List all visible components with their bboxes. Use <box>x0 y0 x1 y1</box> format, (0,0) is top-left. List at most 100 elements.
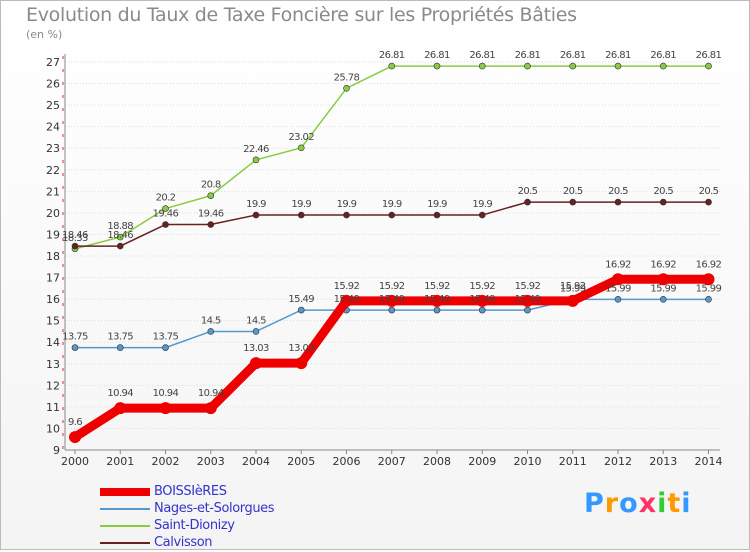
data-label-saint-dionizy-2009: 26.81 <box>469 50 495 61</box>
point-calvisson-2001 <box>116 242 124 250</box>
data-label-calvisson-2009: 19.9 <box>472 199 492 210</box>
y-tick-label-26: 26 <box>46 78 60 91</box>
x-tick-label-2011: 2011 <box>559 455 587 468</box>
data-label-nages-et-solorgues-2014: 15.99 <box>696 283 722 294</box>
point-saint-dionizy-2012 <box>614 62 622 70</box>
point-saint-dionizy-2007 <box>388 62 396 70</box>
series-lines <box>69 62 715 444</box>
data-label-saint-dionizy-2012: 26.81 <box>605 50 631 61</box>
proxiti-logo: Proxiti <box>584 488 692 519</box>
data-label-calvisson-2006: 19.9 <box>337 199 357 210</box>
data-label-calvisson-2008: 19.9 <box>427 199 447 210</box>
x-tick-label-2014: 2014 <box>695 455 723 468</box>
data-label-nages-et-solorgues-2002: 13.75 <box>153 332 179 343</box>
logo-letter: r <box>604 488 620 519</box>
point-saint-dionizy-2003 <box>207 192 215 199</box>
point-calvisson-2013 <box>659 198 667 206</box>
point-nages-et-solorgues-2013 <box>659 296 667 303</box>
logo-letter: i <box>657 488 668 519</box>
point-calvisson-2014 <box>705 198 712 206</box>
y-tick-label-10: 10 <box>46 422 60 435</box>
point-nages-et-solorgues-2007 <box>388 306 396 314</box>
point-nages-et-solorgues-2012 <box>614 296 622 303</box>
data-label-boissieres-2007: 15.92 <box>379 281 405 292</box>
point-saint-dionizy-2006 <box>343 84 350 92</box>
legend-swatch-saint-dionizy <box>100 525 150 527</box>
data-label-saint-dionizy-2001: 18.88 <box>107 221 133 232</box>
legend-label-boissieres: BOISSIèRES <box>154 484 227 499</box>
point-saint-dionizy-2008 <box>433 62 441 70</box>
point-nages-et-solorgues-2009 <box>478 306 486 314</box>
data-label-calvisson-2003: 19.46 <box>198 209 224 220</box>
y-tick-label-13: 13 <box>46 358 60 371</box>
point-nages-et-solorgues-2000 <box>71 344 79 351</box>
y-tick-label-21: 21 <box>46 185 60 198</box>
point-calvisson-2006 <box>343 211 350 219</box>
point-nages-et-solorgues-2004 <box>252 328 260 335</box>
y-tick-label-16: 16 <box>46 293 60 306</box>
data-label-boissieres-2008: 15.92 <box>424 281 450 292</box>
x-tick-label-2010: 2010 <box>514 455 542 468</box>
data-label-calvisson-2000: 18.46 <box>62 230 88 241</box>
point-boissieres-2006 <box>340 294 353 307</box>
data-label-boissieres-2002: 10.94 <box>153 388 179 399</box>
data-label-nages-et-solorgues-2013: 15.99 <box>650 283 676 294</box>
point-boissieres-2013 <box>657 273 670 286</box>
logo-letter: x <box>638 488 658 519</box>
series-line-saint-dionizy <box>74 65 710 250</box>
y-tick-label-17: 17 <box>46 272 60 285</box>
y-tick-label-19: 19 <box>46 228 60 241</box>
data-label-saint-dionizy-2006: 25.78 <box>334 72 360 83</box>
point-saint-dionizy-2014 <box>705 62 712 70</box>
x-tick-label-2000: 2000 <box>61 455 89 468</box>
point-nages-et-solorgues-2002 <box>162 344 169 351</box>
data-label-calvisson-2007: 19.9 <box>382 199 402 210</box>
legend-swatch-nages <box>100 508 150 510</box>
point-boissieres-2000 <box>69 431 81 444</box>
y-tick-label-18: 18 <box>46 250 60 263</box>
point-calvisson-2002 <box>162 221 169 228</box>
legend-item-calvisson: Calvisson <box>100 535 400 552</box>
data-label-nages-et-solorgues-2005: 15.49 <box>288 294 314 305</box>
point-calvisson-2009 <box>478 211 486 219</box>
point-saint-dionizy-2011 <box>569 62 577 70</box>
point-boissieres-2005 <box>295 357 308 370</box>
data-label-saint-dionizy-2008: 26.81 <box>424 50 450 61</box>
y-tick-label-15: 15 <box>46 315 60 328</box>
x-tick-label-2008: 2008 <box>423 455 451 468</box>
data-label-saint-dionizy-2005: 23.02 <box>288 132 314 143</box>
x-tick-label-2009: 2009 <box>468 455 496 468</box>
point-boissieres-2008 <box>431 294 443 307</box>
data-label-saint-dionizy-2000: 18.33 <box>62 233 88 244</box>
legend-item-nages: Nages-et-Solorgues <box>100 501 400 518</box>
data-label-saint-dionizy-2011: 26.81 <box>560 50 586 61</box>
point-boissieres-2003 <box>204 402 217 415</box>
point-saint-dionizy-2005 <box>297 144 305 152</box>
data-label-boissieres-2010: 15.92 <box>515 281 541 292</box>
y-tick-label-27: 27 <box>46 56 60 69</box>
data-label-nages-et-solorgues-2008: 15.49 <box>424 294 450 305</box>
data-label-calvisson-2011: 20.5 <box>563 186 583 197</box>
data-label-boissieres-2009: 15.92 <box>469 281 495 292</box>
point-calvisson-2012 <box>614 198 622 206</box>
point-calvisson-2000 <box>71 242 79 250</box>
data-label-boissieres-2006: 15.92 <box>334 281 360 292</box>
data-label-nages-et-solorgues-2004: 14.5 <box>246 315 266 326</box>
point-boissieres-2009 <box>476 294 489 307</box>
data-label-nages-et-solorgues-2000: 13.75 <box>62 332 88 343</box>
data-label-nages-et-solorgues-2010: 15.49 <box>515 294 541 305</box>
logo-letter: o <box>619 488 639 519</box>
logo-letter: t <box>667 488 682 519</box>
logo-letter: P <box>584 488 605 519</box>
point-boissieres-2001 <box>114 402 127 415</box>
data-label-nages-et-solorgues-2001: 13.75 <box>107 332 133 343</box>
point-calvisson-2005 <box>297 211 305 219</box>
data-label-calvisson-2004: 19.9 <box>246 199 266 210</box>
data-label-boissieres-2004: 13.03 <box>243 343 269 354</box>
data-label-saint-dionizy-2002: 20.2 <box>156 193 176 204</box>
point-calvisson-2003 <box>207 221 215 228</box>
y-tick-label-24: 24 <box>46 121 60 134</box>
point-boissieres-2014 <box>702 273 715 286</box>
axes: 9 10 11 12 13 14 15 16 17 18 19 20 21 22 23 24 25 26 27 200… <box>46 54 723 468</box>
